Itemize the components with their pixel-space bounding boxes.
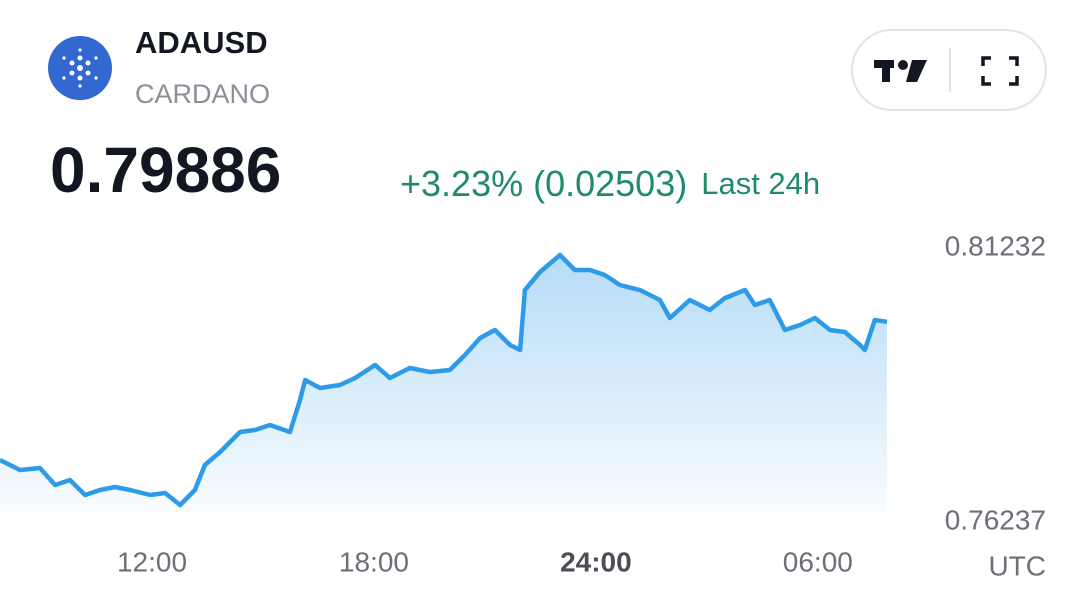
period: Last 24h — [701, 166, 820, 201]
fullscreen-button[interactable] — [981, 56, 1019, 86]
x-tick-label: 12:00 — [117, 546, 187, 577]
plot: 0.81232 0.76237 12:00 18:00 24:00 06:00 — [0, 230, 1046, 577]
change: +3.23% (0.02503) Last 24h — [400, 163, 820, 204]
y-tick-label: 0.76237 — [945, 504, 1046, 535]
x-unit: UTC — [988, 550, 1046, 581]
area-fill — [0, 255, 887, 512]
y-tick-label: 0.81232 — [945, 230, 1046, 261]
x-tick-label: 24:00 — [560, 546, 632, 577]
symbol: ADAUSD — [135, 25, 268, 60]
toolbar — [851, 29, 1047, 111]
price-line — [0, 252, 888, 508]
coin-icon — [48, 36, 112, 100]
change-value: +3.23% (0.02503) — [400, 163, 687, 204]
x-tick-label: 18:00 — [339, 546, 409, 577]
tradingview-logo[interactable] — [874, 60, 927, 82]
x-tick-label: 06:00 — [783, 546, 853, 577]
price: 0.79886 — [50, 134, 281, 206]
asset-name: CARDANO — [135, 79, 270, 109]
